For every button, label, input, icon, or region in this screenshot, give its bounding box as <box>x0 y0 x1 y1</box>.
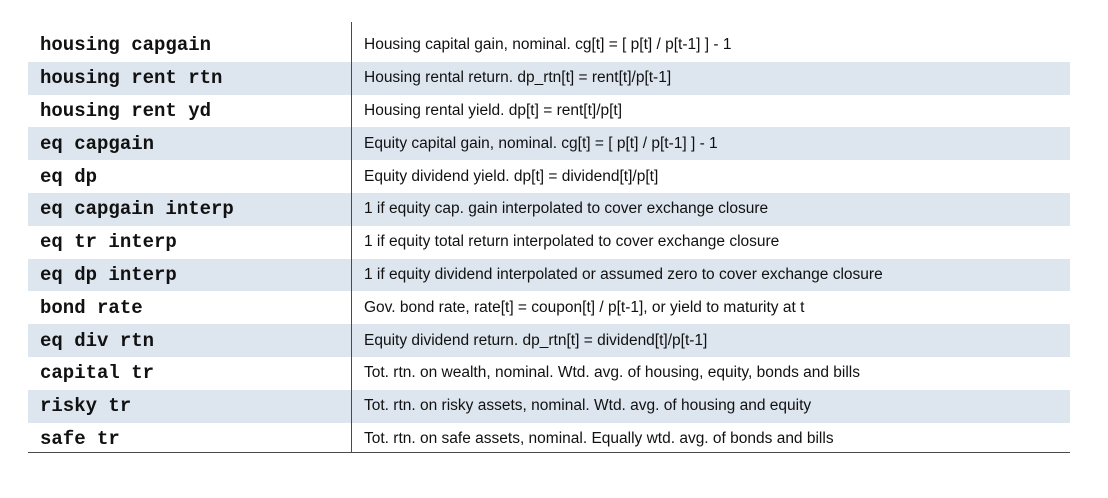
variable-name: bond rate <box>40 296 143 319</box>
table-row: eq capgain interp 1 if equity cap. gain … <box>28 192 1070 226</box>
variable-description: 1 if equity dividend interpolated or ass… <box>364 265 883 283</box>
variable-name: eq capgain <box>40 132 155 155</box>
table-row: safe tr Tot. rtn. on safe assets, nomina… <box>28 423 1070 456</box>
variable-name: housing rent rtn <box>40 67 223 90</box>
variable-description: 1 if equity total return interpolated to… <box>364 233 780 251</box>
table-row: eq tr interp 1 if equity total return in… <box>28 226 1070 259</box>
variable-description: Tot. rtn. on safe assets, nominal. Equal… <box>364 429 834 447</box>
table-row: housing rent yd Housing rental yield. dp… <box>28 95 1070 128</box>
table-row: housing capgain Housing capital gain, no… <box>28 29 1070 62</box>
table-row: bond rate Gov. bond rate, rate[t] = coup… <box>28 291 1070 324</box>
variable-name: housing rent yd <box>40 99 212 122</box>
variable-description: Tot. rtn. on risky assets, nominal. Wtd.… <box>364 397 812 415</box>
variable-name: safe tr <box>40 427 120 450</box>
table-row: eq div rtn Equity dividend return. dp_rt… <box>28 324 1070 357</box>
variable-description: Housing rental return. dp_rtn[t] = rent[… <box>364 69 672 87</box>
variable-description: Tot. rtn. on wealth, nominal. Wtd. avg. … <box>364 364 860 382</box>
variable-name: housing capgain <box>40 34 212 57</box>
table-row: risky tr Tot. rtn. on risky assets, nomi… <box>28 389 1070 423</box>
variable-description: Housing rental yield. dp[t] = rent[t]/p[… <box>364 101 623 119</box>
table-row: eq dp interp 1 if equity dividend interp… <box>28 258 1070 292</box>
variable-description: Equity dividend return. dp_rtn[t] = divi… <box>364 331 708 349</box>
table-row: housing rent rtn Housing rental return. … <box>28 61 1070 95</box>
table-row: eq capgain Equity capital gain, nominal.… <box>28 127 1070 161</box>
variable-name: capital tr <box>40 362 155 385</box>
variable-description: 1 if equity cap. gain interpolated to co… <box>364 200 769 218</box>
table-row: eq dp Equity dividend yield. dp[t] = div… <box>28 160 1070 193</box>
variable-name: eq div rtn <box>40 329 155 352</box>
variable-name: eq dp interp <box>40 263 177 286</box>
variable-name: eq dp <box>40 165 98 188</box>
variable-name: risky tr <box>40 395 132 418</box>
variable-description: Equity capital gain, nominal. cg[t] = [ … <box>364 134 718 152</box>
table-body: housing capgain Housing capital gain, no… <box>28 29 1070 455</box>
variable-description: Equity dividend yield. dp[t] = dividend[… <box>364 167 659 185</box>
table-bottom-rule <box>28 452 1070 453</box>
table-row: capital tr Tot. rtn. on wealth, nominal.… <box>28 357 1070 390</box>
variable-name: eq tr interp <box>40 231 177 254</box>
variable-name: eq capgain interp <box>40 198 234 221</box>
variable-description: Gov. bond rate, rate[t] = coupon[t] / p[… <box>364 298 805 316</box>
column-divider <box>351 22 352 452</box>
variable-description: Housing capital gain, nominal. cg[t] = [… <box>364 36 732 54</box>
